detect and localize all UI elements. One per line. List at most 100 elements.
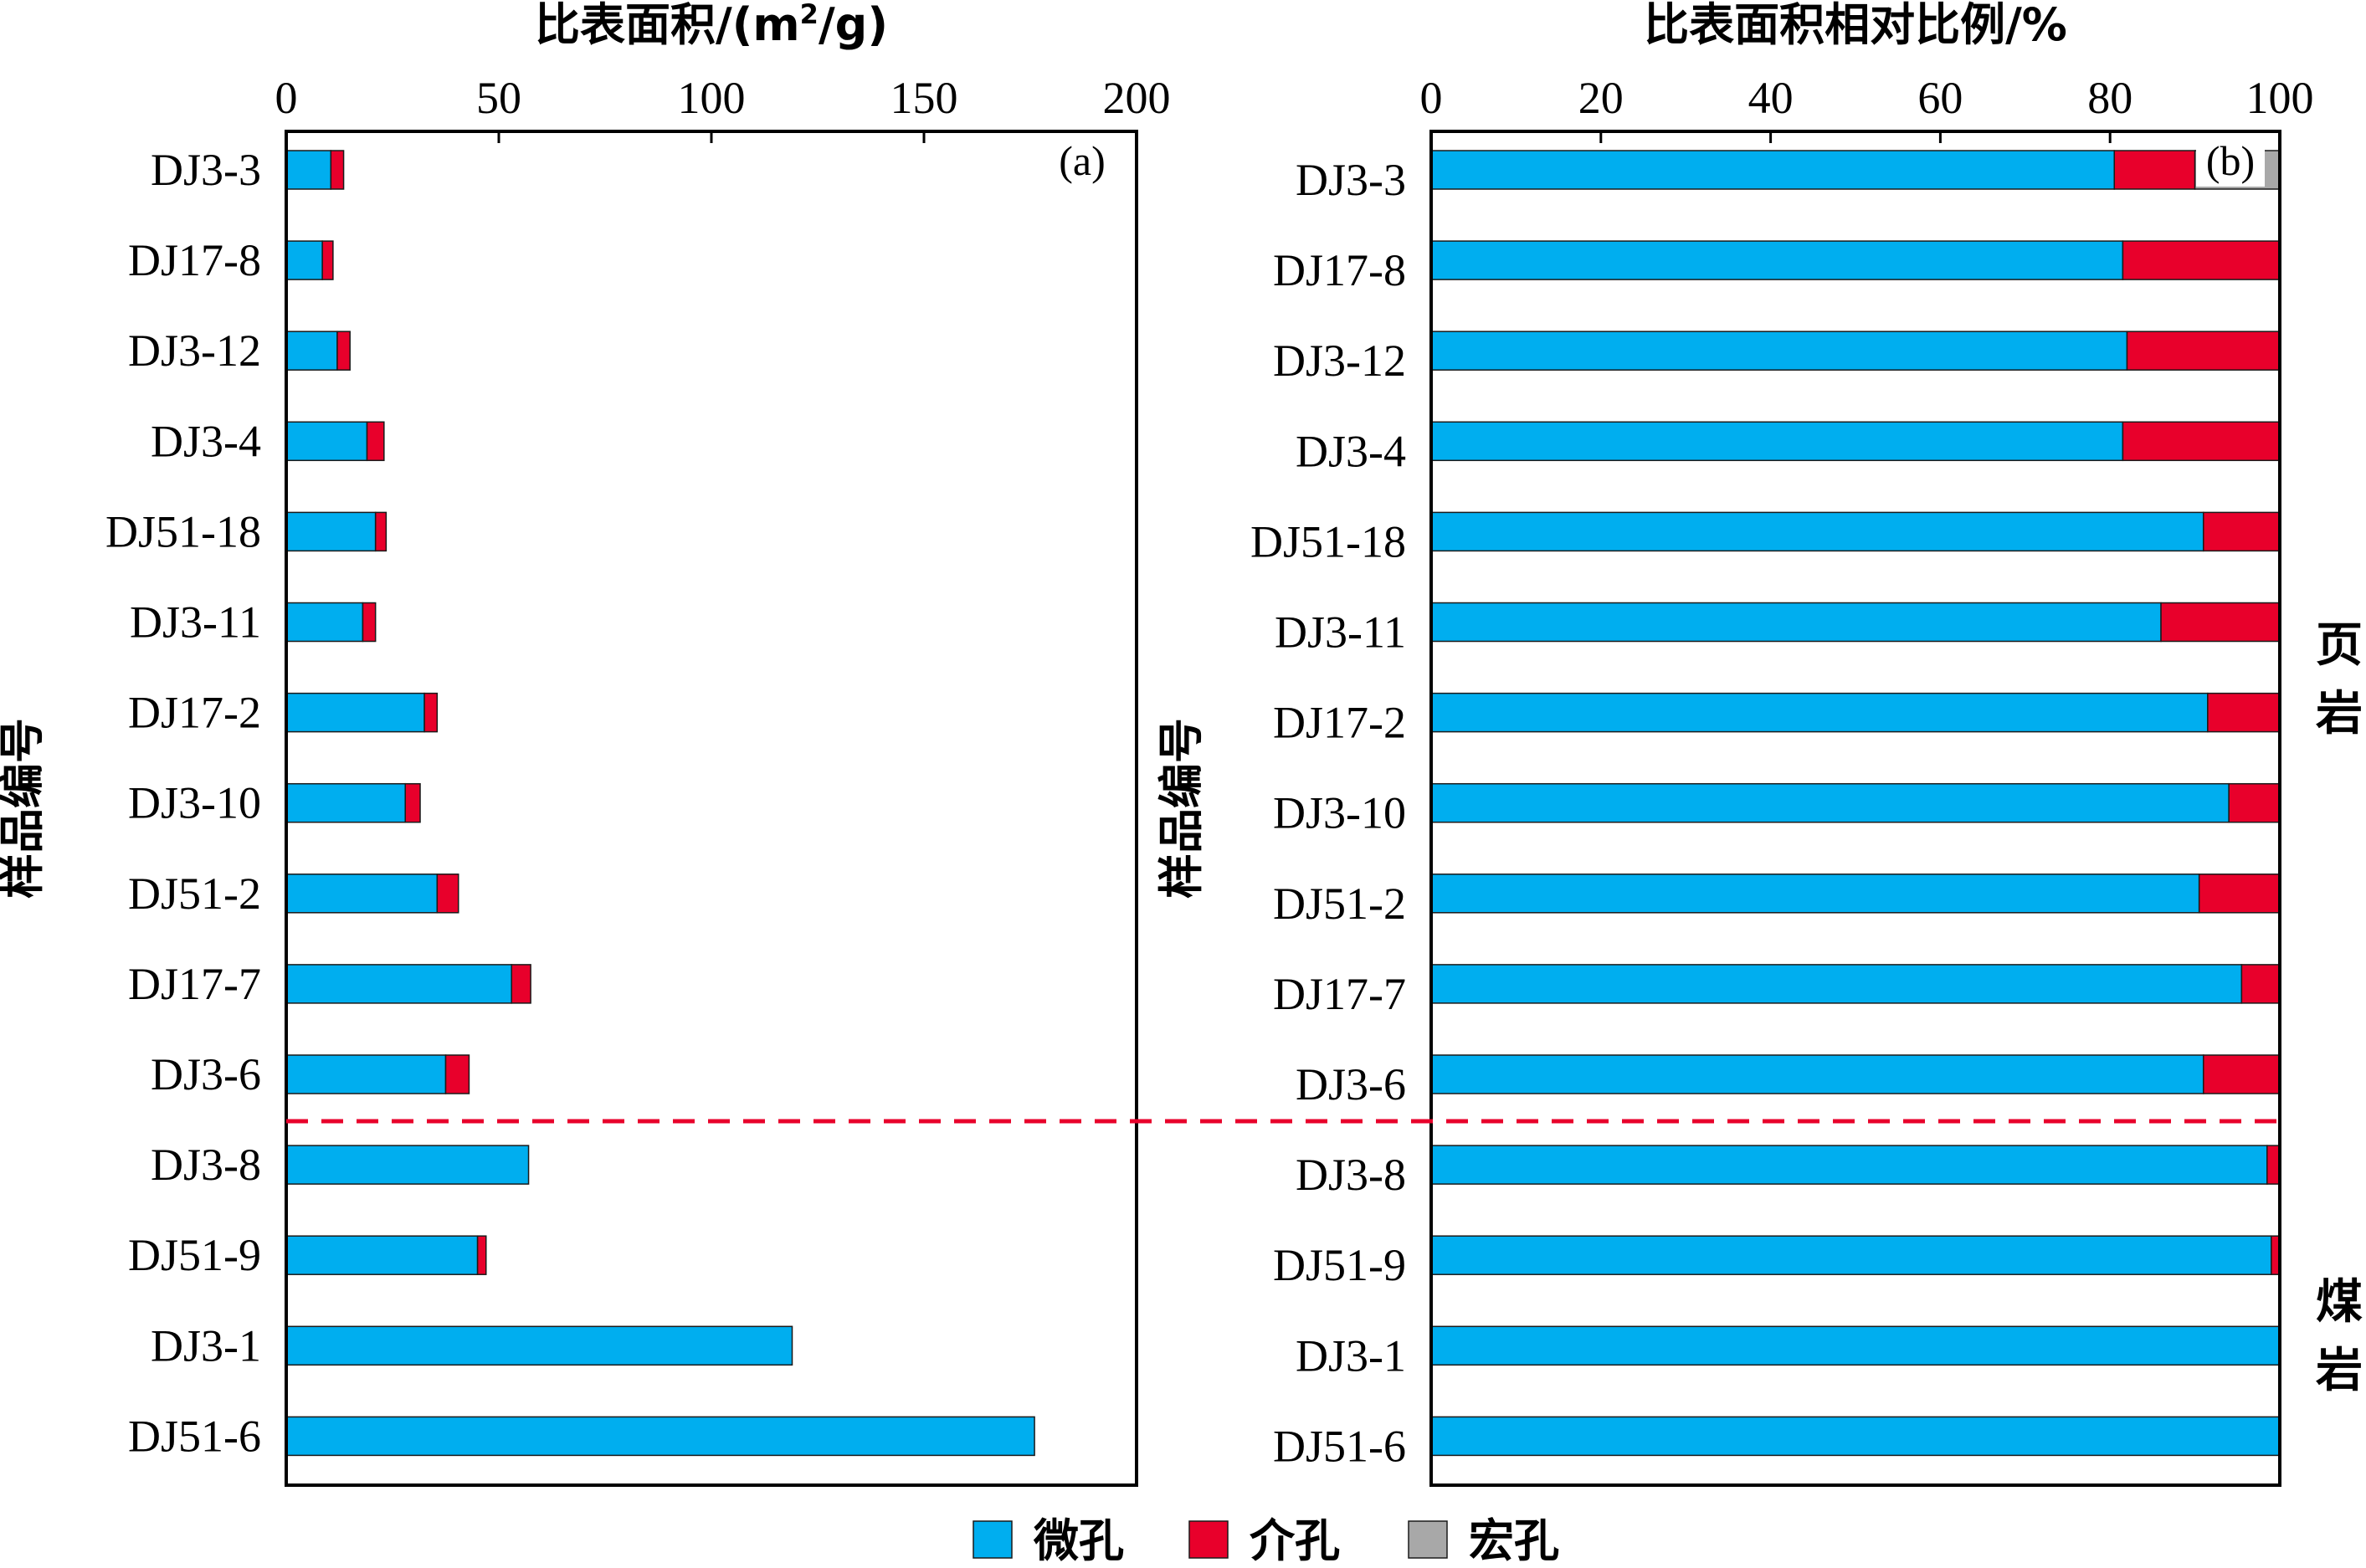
bar-segment-meso xyxy=(405,784,420,822)
bar-segment-micro xyxy=(1431,241,2122,279)
bar-segment-meso xyxy=(2122,422,2280,460)
bar-segment-micro xyxy=(1431,331,2127,370)
category-label: DJ3-11 xyxy=(130,597,261,648)
bar-segment-micro xyxy=(1431,965,2241,1003)
bar-segment-micro xyxy=(286,694,424,732)
category-label: DJ51-6 xyxy=(128,1411,261,1461)
category-label: DJ51-2 xyxy=(128,869,261,919)
bar-segment-micro xyxy=(286,1145,529,1184)
group-label-shale: 页 xyxy=(2316,618,2363,673)
legend-label: 微孔 xyxy=(1033,1514,1124,1567)
group-label-shale: 岩 xyxy=(2316,687,2363,741)
x-tick-label: 40 xyxy=(1748,73,1794,123)
legend-swatch-micro xyxy=(973,1521,1012,1558)
category-label: DJ3-8 xyxy=(1296,1150,1406,1200)
x-tick-label: 150 xyxy=(890,73,958,123)
x-axis-title: 比表面积/(m2/g) xyxy=(535,0,888,51)
bar-segment-micro xyxy=(286,965,511,1003)
x-axis-title: 比表面积相对比例/% xyxy=(1644,0,2067,51)
x-tick-label: 0 xyxy=(1420,73,1443,123)
x-tick-label: 20 xyxy=(1578,73,1624,123)
bar-segment-meso xyxy=(2267,1145,2280,1184)
y-axis-title: 样品编号 xyxy=(0,718,49,899)
category-label: DJ17-8 xyxy=(128,235,261,285)
bar-segment-micro xyxy=(286,241,322,279)
x-tick-label: 80 xyxy=(2087,73,2132,123)
bar-segment-meso xyxy=(2204,512,2280,551)
category-label: DJ3-3 xyxy=(151,145,261,195)
bar-segment-micro xyxy=(286,603,362,642)
bar-segment-meso xyxy=(2161,603,2280,642)
category-label: DJ51-9 xyxy=(128,1230,261,1280)
bar-segment-meso xyxy=(2204,1055,2280,1094)
category-label: DJ51-18 xyxy=(105,506,261,556)
bar-segment-meso xyxy=(362,603,375,642)
category-label: DJ3-4 xyxy=(1296,426,1406,476)
bar-segment-micro xyxy=(286,1055,446,1094)
panel-tag: (a) xyxy=(1059,137,1106,184)
category-label: DJ3-10 xyxy=(1273,788,1406,838)
bar-segment-micro xyxy=(1431,151,2114,189)
x-axis-title-superscript: 2 xyxy=(800,0,819,30)
x-axis-title-unit: /g) xyxy=(819,0,888,51)
bar-segment-micro xyxy=(286,1326,793,1365)
category-label: DJ51-6 xyxy=(1273,1421,1406,1471)
bar-segment-meso xyxy=(331,151,343,189)
bar-segment-meso xyxy=(2241,965,2280,1003)
category-label: DJ51-9 xyxy=(1273,1240,1406,1290)
category-label: DJ3-10 xyxy=(128,778,261,828)
legend-swatch-macro xyxy=(1409,1521,1447,1558)
category-label: DJ3-12 xyxy=(128,325,261,376)
category-label: DJ3-3 xyxy=(1296,155,1406,205)
group-label-coal: 煤 xyxy=(2316,1275,2363,1330)
bar-segment-meso xyxy=(2208,694,2280,732)
bar-segment-meso xyxy=(2199,874,2280,913)
category-label: DJ51-2 xyxy=(1273,879,1406,929)
bar-segment-meso xyxy=(424,694,437,732)
x-tick-label: 100 xyxy=(678,73,746,123)
x-tick-label: 0 xyxy=(275,73,298,123)
bar-segment-micro xyxy=(1431,1236,2271,1274)
bar-segment-micro xyxy=(1431,874,2199,913)
bar-segment-micro xyxy=(286,512,376,551)
category-label: DJ17-2 xyxy=(128,688,261,738)
x-tick-label: 200 xyxy=(1103,73,1171,123)
bar-segment-meso xyxy=(478,1236,486,1274)
x-tick-label: 50 xyxy=(476,73,521,123)
x-tick-label: 100 xyxy=(2246,73,2314,123)
category-label: DJ3-12 xyxy=(1273,336,1406,386)
category-label: DJ3-1 xyxy=(1296,1330,1406,1381)
bar-segment-meso xyxy=(337,331,350,370)
group-label-coal: 岩 xyxy=(2316,1344,2363,1398)
figure: 0 50 100 150 200比表面积/(m2/g)样品编号DJ3-3DJ17-8DJ… xyxy=(0,0,2366,1568)
legend-label: 宏孔 xyxy=(1469,1514,1559,1567)
legend: 微孔 介孔 宏孔 xyxy=(973,1514,1559,1567)
category-label: DJ3-1 xyxy=(151,1320,261,1371)
bar-segment-micro xyxy=(1431,512,2204,551)
bar-segment-micro xyxy=(1431,1145,2267,1184)
bar-segment-micro xyxy=(1431,694,2208,732)
category-label: DJ51-18 xyxy=(1250,516,1406,566)
category-label: DJ17-2 xyxy=(1273,698,1406,748)
bar-segment-micro xyxy=(1431,1055,2204,1094)
bar-segment-meso xyxy=(437,874,458,913)
bar-segment-meso xyxy=(2229,784,2280,822)
panel-b-chart: 0 20 40 60 80 100 比表面积相对比例/% 样品编号 DJ3-3 DJ17-8 DJ3… xyxy=(1155,0,2314,1485)
bar-segment-micro xyxy=(1431,784,2229,822)
bar-segment-micro xyxy=(1431,1326,2280,1365)
category-label: DJ3-4 xyxy=(151,416,261,466)
category-label: DJ17-7 xyxy=(1273,969,1406,1019)
panel-a-chart: 0 50 100 150 200 比表面积/(m2/g) 样品编号 DJ3-3 DJ17-8 DJ… xyxy=(0,0,1171,1485)
category-label: DJ17-7 xyxy=(128,959,261,1009)
bar-segment-micro xyxy=(286,331,337,370)
bar-segment-meso xyxy=(446,1055,470,1094)
category-label: DJ3-6 xyxy=(1296,1059,1406,1109)
bar-segment-meso xyxy=(367,422,384,460)
bar-segment-micro xyxy=(286,151,331,189)
bar-segment-micro xyxy=(1431,1417,2280,1455)
legend-label: 介孔 xyxy=(1250,1514,1340,1567)
legend-swatch-meso xyxy=(1189,1521,1228,1558)
y-axis-title: 样品编号 xyxy=(1155,718,1208,899)
category-label: DJ3-8 xyxy=(151,1140,261,1190)
bar-segment-micro xyxy=(286,1417,1034,1455)
